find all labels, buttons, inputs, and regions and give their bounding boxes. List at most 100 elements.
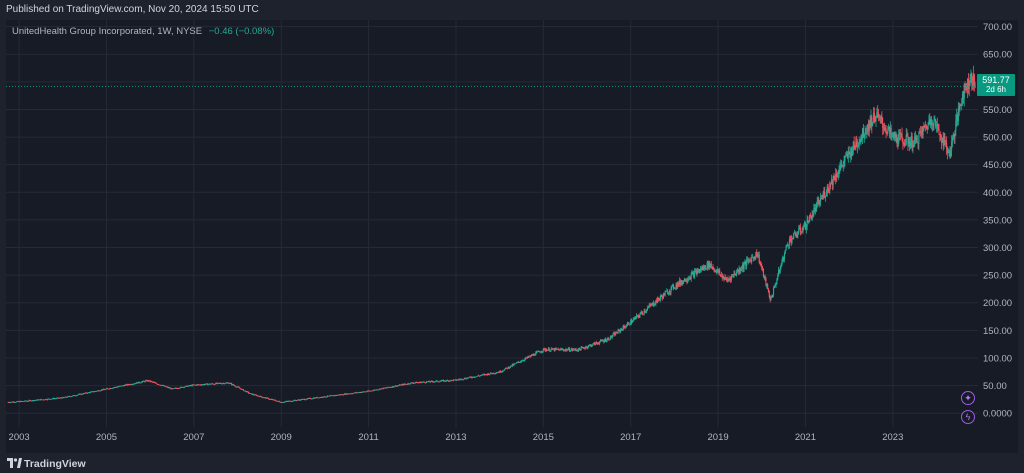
candle-body: [456, 380, 458, 381]
candle-body: [284, 401, 286, 403]
candle-body: [783, 256, 785, 260]
candle-body: [195, 384, 197, 386]
candle-body: [665, 291, 667, 293]
candle-body: [965, 86, 967, 88]
candle-body: [453, 379, 455, 381]
candle-body: [435, 380, 437, 382]
candle-body: [547, 348, 549, 350]
candle-body: [140, 382, 142, 384]
candle-body: [605, 340, 607, 342]
candle-body: [901, 134, 903, 139]
y-tick-label: 400.00: [983, 188, 1012, 199]
candle-body: [943, 136, 945, 146]
candle-body: [911, 136, 913, 148]
candle-body: [128, 384, 130, 386]
candle-body: [740, 270, 742, 272]
candle-body: [39, 399, 41, 401]
candle-body: [557, 349, 560, 351]
candle-body: [191, 384, 193, 386]
candle-body: [920, 131, 922, 133]
candle-body: [179, 387, 181, 389]
candle-body: [962, 92, 964, 99]
candle-body: [310, 398, 313, 400]
candle-body: [946, 148, 948, 153]
candle-body: [756, 252, 758, 257]
candle-body: [903, 143, 905, 145]
candle-body: [343, 393, 345, 395]
candle-body: [462, 379, 464, 381]
candle-body: [375, 389, 377, 391]
candle-body: [390, 387, 392, 388]
candle-body: [385, 387, 387, 389]
candle-body: [562, 349, 565, 351]
candle-body: [116, 387, 118, 388]
candle-body: [248, 393, 250, 394]
candle-body: [35, 400, 37, 401]
candle-body: [882, 122, 884, 128]
candle-body: [811, 214, 813, 220]
candle-body: [466, 377, 468, 379]
candle-body: [43, 399, 45, 401]
candle-body: [538, 351, 540, 352]
candle-body: [306, 398, 308, 400]
sparkle-icon[interactable]: ✦: [961, 391, 975, 405]
candle-body: [32, 400, 34, 401]
candle-body: [551, 348, 553, 350]
candle-body: [660, 295, 662, 298]
candle-body: [794, 232, 796, 236]
candle-body: [176, 388, 178, 389]
candle-body: [973, 73, 975, 86]
candle-body: [320, 396, 323, 398]
candle-body: [220, 383, 222, 384]
candle-body: [480, 375, 482, 377]
candle-body: [909, 142, 912, 147]
candle-body: [432, 381, 434, 383]
candle-body: [18, 401, 20, 403]
x-tick-label: 2015: [533, 432, 554, 443]
chart-panel[interactable]: [6, 20, 1018, 453]
candle-body: [359, 392, 361, 393]
candle-body: [848, 151, 850, 153]
candle-body: [472, 376, 474, 378]
candle-body: [494, 373, 496, 375]
candle-body: [825, 195, 827, 198]
candle-body: [410, 382, 412, 384]
lightning-icon[interactable]: ϟ: [961, 410, 975, 424]
candle-body: [145, 380, 147, 382]
candle-body: [246, 391, 248, 393]
candle-body: [654, 303, 656, 305]
candle-body: [10, 402, 12, 403]
candle-body: [100, 390, 102, 392]
candle-body: [224, 383, 226, 385]
candle-body: [447, 380, 449, 381]
legend[interactable]: UnitedHealth Group Incorporated, 1W, NYS…: [12, 26, 274, 37]
candle-body: [50, 398, 52, 400]
candle-body: [131, 384, 133, 386]
candle-body: [328, 395, 330, 397]
candle-body: [514, 363, 516, 365]
published-text: Published on TradingView.com, Nov 20, 20…: [6, 4, 259, 15]
candle-body: [16, 401, 18, 402]
candle-body: [537, 351, 539, 352]
candle-body: [95, 391, 97, 392]
candle-body: [814, 208, 817, 212]
candle-body: [399, 384, 401, 386]
candle-body: [580, 347, 582, 351]
candle-body: [89, 392, 91, 394]
candle-body: [189, 385, 191, 387]
candle-body: [253, 394, 255, 396]
candle-body: [344, 393, 346, 395]
candle-body: [146, 380, 148, 382]
candle-body: [730, 278, 732, 281]
candle-body: [469, 376, 471, 378]
candle-body: [151, 381, 153, 383]
candle-body: [807, 220, 809, 223]
candle-body: [459, 379, 461, 380]
candle-body: [124, 384, 126, 386]
candle-body: [221, 383, 223, 385]
candle-body: [668, 291, 670, 294]
candle-body: [187, 385, 189, 387]
candle-body: [254, 394, 256, 396]
candle-body: [720, 274, 722, 276]
